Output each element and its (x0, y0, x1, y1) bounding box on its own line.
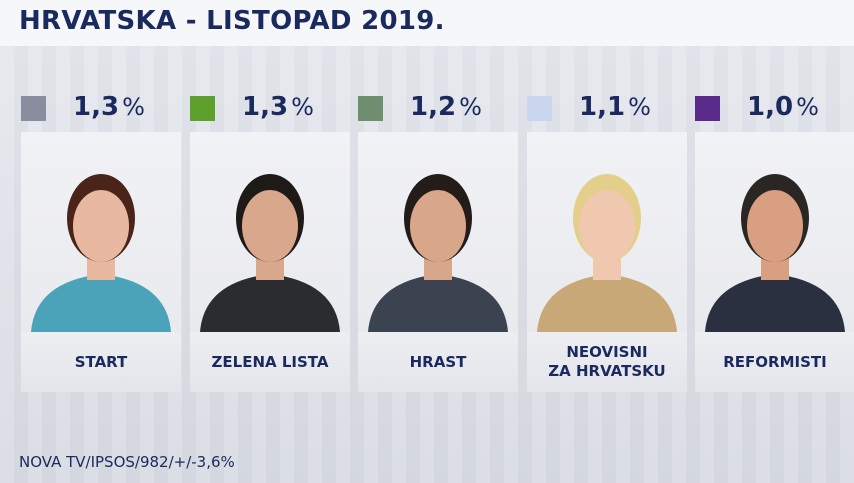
candidate-photo (527, 132, 687, 332)
legend-row: 1,3% (21, 92, 181, 124)
color-swatch (695, 96, 720, 121)
category-label-box: START (21, 332, 181, 392)
page-title: HRVATSKA - LISTOPAD 2019. (19, 6, 445, 36)
data-label-unit: % (122, 93, 145, 121)
data-label-value: 1,3 (242, 92, 289, 122)
title-bar: HRVATSKA - LISTOPAD 2019. (0, 0, 854, 46)
category-label: NEOVISNI ZA HRVATSKU (548, 343, 666, 380)
category-label: ZELENA LISTA (211, 352, 329, 371)
legend-row: 1,0% (695, 92, 854, 124)
data-label: 1,0% (747, 92, 819, 122)
data-label: 1,2% (410, 92, 482, 122)
data-label-unit: % (796, 93, 819, 121)
category-label: START (74, 352, 128, 371)
data-label-unit: % (628, 93, 651, 121)
category-label-box: HRAST (358, 332, 518, 392)
data-label: 1,1% (579, 92, 651, 122)
data-label: 1,3% (73, 92, 145, 122)
category-label-box: ZELENA LISTA (190, 332, 350, 392)
legend-row: 1,1% (527, 92, 687, 124)
color-swatch (190, 96, 215, 121)
data-label-unit: % (291, 93, 314, 121)
portrait-illustration (705, 174, 845, 332)
data-label-value: 1,1 (579, 92, 626, 122)
candidate-photo (21, 132, 181, 332)
legend-row: 1,2% (358, 92, 518, 124)
candidate-photo (695, 132, 854, 332)
category-label-box: NEOVISNI ZA HRVATSKU (527, 332, 687, 392)
category-label-box: REFORMISTI (695, 332, 854, 392)
data-label-value: 1,0 (747, 92, 794, 122)
data-label-value: 1,3 (73, 92, 120, 122)
color-swatch (21, 96, 46, 121)
poll-source: NOVA TV/IPSOS/982/+/-3,6% (19, 453, 235, 471)
portrait-illustration (200, 174, 340, 332)
color-swatch (527, 96, 552, 121)
candidate-photo (190, 132, 350, 332)
color-swatch (358, 96, 383, 121)
data-label-unit: % (459, 93, 482, 121)
data-label: 1,3% (242, 92, 314, 122)
portrait-illustration (31, 174, 171, 332)
category-label: HRAST (409, 352, 467, 371)
portrait-illustration (368, 174, 508, 332)
portrait-illustration (537, 174, 677, 332)
legend-row: 1,3% (190, 92, 350, 124)
category-label: REFORMISTI (723, 352, 827, 371)
data-label-value: 1,2 (410, 92, 457, 122)
candidate-photo (358, 132, 518, 332)
